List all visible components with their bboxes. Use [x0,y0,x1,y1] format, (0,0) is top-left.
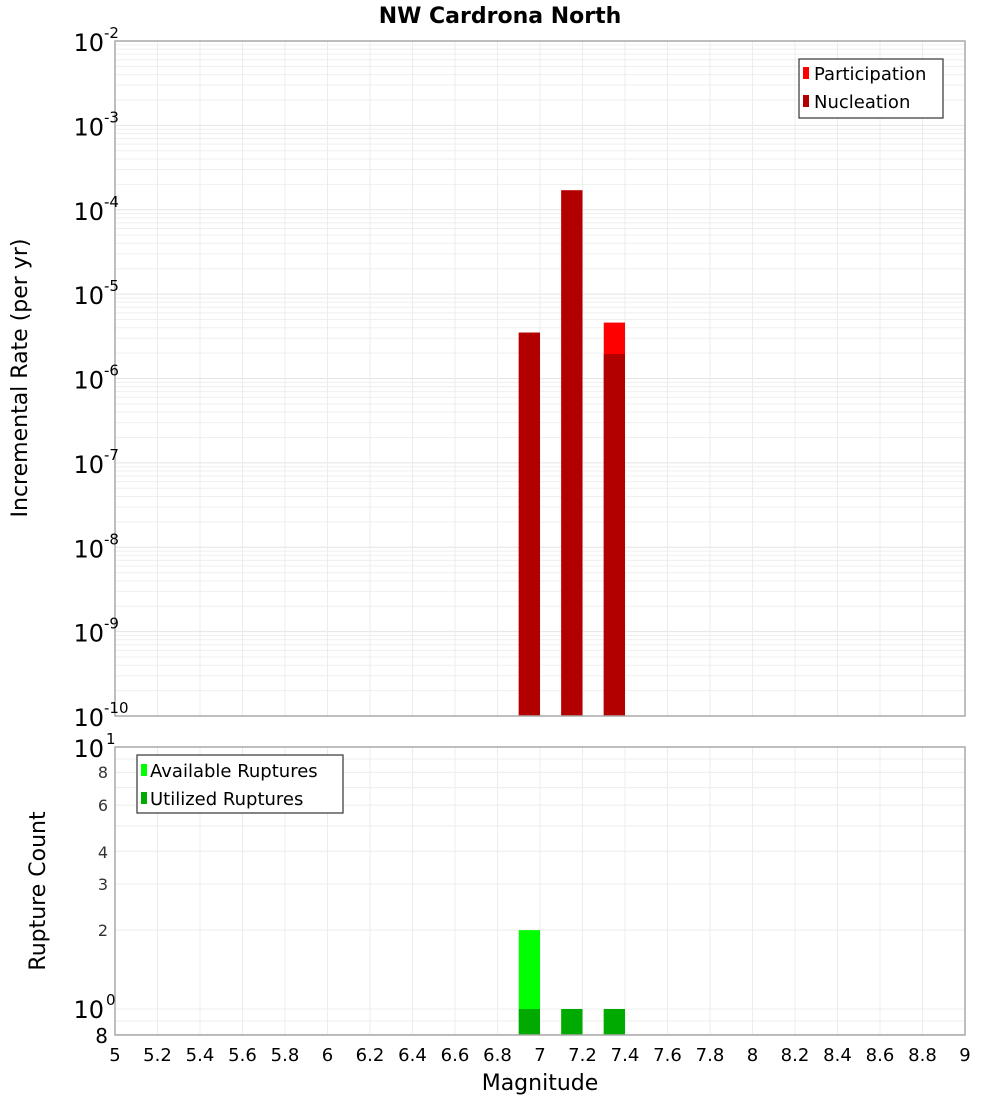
y-tick-label: 10 [73,113,104,141]
svg-text:-10: -10 [104,699,129,717]
x-tick-label: 7.2 [568,1045,597,1066]
svg-text:2: 2 [98,921,108,940]
legend-participation: Participation [814,64,926,85]
x-tick-label: 7.6 [653,1045,682,1066]
svg-text:10: 10 [73,735,104,763]
utilized-swatch [141,792,147,804]
x-tick-label: 5.6 [228,1045,257,1066]
svg-text:-2: -2 [104,24,119,42]
legend-available: Available Ruptures [150,761,318,782]
svg-text:-7: -7 [104,446,119,464]
top-plot: 10-210-310-410-510-610-710-810-910-10 In… [8,24,966,732]
svg-text:-4: -4 [104,193,119,211]
y-tick-label: 10 [73,367,104,395]
x-tick-label: 8.8 [908,1045,937,1066]
utilized-bar [518,1009,540,1035]
nucleation-bar [518,332,540,716]
svg-text:8: 8 [98,763,108,782]
svg-text:3: 3 [98,875,108,894]
svg-text:4: 4 [98,843,108,862]
participation-swatch [803,67,809,79]
nucleation-swatch [803,95,809,107]
x-tick-label: 5.4 [186,1045,215,1066]
available-bar [518,930,540,1035]
x-tick-label: 6.4 [398,1045,427,1066]
chart-title: NW Cardrona North [379,4,622,29]
svg-text:8: 8 [95,1024,108,1048]
svg-text:-9: -9 [104,615,119,633]
svg-text:-3: -3 [104,108,119,126]
x-tick-label: 7.4 [611,1045,640,1066]
y-tick-label: 10 [73,29,104,57]
x-tick-label: 6.6 [441,1045,470,1066]
bottom-y-ticks: 10 1 8 6 4 3 2 10 0 8 [73,730,115,1048]
nucleation-bar [561,190,583,716]
svg-text:10: 10 [73,996,104,1024]
x-ticks: 5 5.2 5.4 5.6 5.8 6 6.2 6.4 6.6 6.8 7 7.2 7.4 7.6 7.8 8… [109,1045,970,1066]
x-tick-label: 8.4 [823,1045,852,1066]
bottom-bars [518,930,625,1035]
svg-text:6: 6 [98,796,108,815]
y-tick-label: 10 [73,198,104,226]
y-tick-label: 10 [73,282,104,310]
x-tick-label: 6 [322,1045,333,1066]
utilized-bar [603,1009,625,1035]
x-tick-label: 9 [959,1045,970,1066]
x-tick-label: 8.2 [781,1045,810,1066]
bottom-plot: 10 1 8 6 4 3 2 10 0 8 Rupture Count Avai… [26,730,966,1048]
x-tick-label: 5.8 [271,1045,300,1066]
y-tick-label: 10 [73,535,104,563]
x-tick-label: 7.8 [696,1045,725,1066]
y-tick-label: 10 [73,704,104,732]
utilized-bar [561,1009,583,1035]
bottom-legend: Available Ruptures Utilized Ruptures [136,754,344,814]
top-bars [518,190,625,716]
svg-text:1: 1 [106,730,116,748]
legend-utilized: Utilized Ruptures [150,789,303,810]
x-axis-label: Magnitude [482,1071,599,1096]
top-y-ticks: 10-210-310-410-510-610-710-810-910-10 [73,24,128,732]
nucleation-bar [603,354,625,716]
x-tick-label: 6.2 [356,1045,385,1066]
x-tick-label: 5 [109,1045,120,1066]
svg-text:0: 0 [106,991,116,1009]
x-tick-label: 8 [747,1045,758,1066]
x-tick-label: 7 [534,1045,545,1066]
x-tick-label: 5.2 [143,1045,172,1066]
y-tick-label: 10 [73,451,104,479]
bottom-y-axis-label: Rupture Count [26,811,51,971]
legend-nucleation: Nucleation [814,92,910,113]
top-legend: Participation Nucleation [798,58,944,119]
available-swatch [141,764,147,776]
top-y-axis-label: Incremental Rate (per yr) [8,239,33,518]
y-tick-label: 10 [73,620,104,648]
svg-text:-5: -5 [104,277,119,295]
x-tick-label: 8.6 [866,1045,895,1066]
svg-text:-6: -6 [104,362,119,380]
x-tick-label: 6.8 [483,1045,512,1066]
svg-text:-8: -8 [104,530,119,548]
